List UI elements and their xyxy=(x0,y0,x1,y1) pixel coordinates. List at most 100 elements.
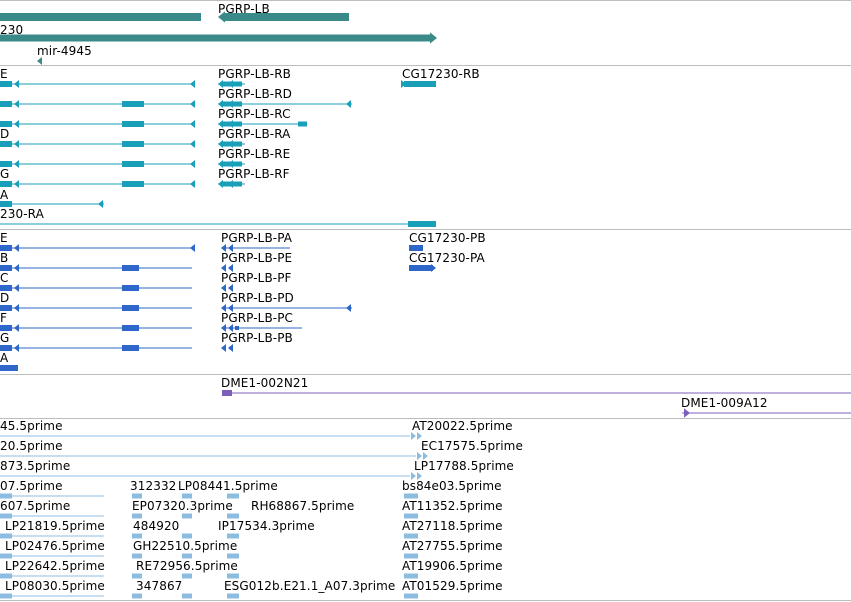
protein-block[interactable] xyxy=(235,326,239,330)
est-label[interactable]: AT19906.5prime xyxy=(402,559,503,573)
transcript-strand-arrow[interactable] xyxy=(228,160,233,168)
est-label[interactable]: AT11352.5prime xyxy=(402,499,503,513)
protein-strand-arrow[interactable] xyxy=(14,324,19,332)
est-glyph[interactable] xyxy=(404,593,418,599)
protein-block-cg17230-pa[interactable] xyxy=(409,265,433,271)
transcript-strand-arrow[interactable] xyxy=(228,140,233,148)
transcript-exon[interactable] xyxy=(0,101,12,107)
gene-label-cg17230[interactable]: 230 xyxy=(0,23,24,37)
est-label[interactable]: LP21819.5prime xyxy=(5,519,105,533)
transcript-exon[interactable] xyxy=(0,161,12,167)
protein-strand-arrow[interactable] xyxy=(221,344,226,352)
est-label[interactable]: EP07320.3prime xyxy=(132,499,233,513)
protein-strand-arrow[interactable] xyxy=(431,264,436,272)
protein-label-pgrp-lb-pa[interactable]: PGRP-LB-PA xyxy=(221,231,293,245)
est-glyph[interactable] xyxy=(227,513,239,519)
est-label[interactable]: EC17575.5prime xyxy=(421,439,523,453)
transcript-strand-arrow[interactable] xyxy=(228,180,233,188)
protein-block[interactable] xyxy=(122,265,139,271)
clone-glyph[interactable] xyxy=(684,408,690,418)
est-glyph[interactable] xyxy=(227,533,239,539)
est-label[interactable]: AT27118.5prime xyxy=(402,519,503,533)
transcript-left-label[interactable]: D xyxy=(0,127,10,141)
transcript-exon[interactable] xyxy=(122,161,144,167)
gene-strand-arrow[interactable] xyxy=(430,32,437,44)
protein-left-label[interactable]: A xyxy=(0,351,9,365)
transcript-strand-arrow[interactable] xyxy=(14,120,19,128)
est-glyph[interactable] xyxy=(227,573,239,579)
protein-block[interactable] xyxy=(0,285,12,291)
protein-strand-arrow[interactable] xyxy=(221,244,226,252)
transcript-strand-arrow[interactable] xyxy=(190,120,195,128)
protein-strand-arrow[interactable] xyxy=(14,244,19,252)
transcript-strand-arrow[interactable] xyxy=(401,80,406,88)
est-glyph[interactable] xyxy=(132,553,142,559)
protein-label-cg17230-pb[interactable]: CG17230-PB xyxy=(409,231,486,245)
est-label[interactable]: LP22642.5prime xyxy=(5,559,105,573)
transcript-label-pgrp-lb-rb[interactable]: PGRP-LB-RB xyxy=(218,67,291,81)
protein-label-pgrp-lb-pc[interactable]: PGRP-LB-PC xyxy=(221,311,294,325)
protein-left-label[interactable]: G xyxy=(0,331,10,345)
est-label[interactable]: AT01529.5prime xyxy=(402,579,503,593)
est-label[interactable]: 873.5prime xyxy=(0,459,71,473)
transcript-left-label[interactable]: G xyxy=(0,167,10,181)
transcript-exon[interactable] xyxy=(122,121,144,127)
est-label[interactable]: RH68867.5prime xyxy=(251,499,355,513)
est-glyph[interactable] xyxy=(0,513,12,519)
transcript-label-pgrp-lb-re[interactable]: PGRP-LB-RE xyxy=(218,147,291,161)
est-label[interactable]: ESG012b.E21.1_A07.3prime xyxy=(224,579,396,593)
protein-block-cg17230-pb[interactable] xyxy=(409,245,423,251)
est-glyph[interactable] xyxy=(404,513,418,519)
transcript-exon[interactable] xyxy=(298,121,307,127)
transcript-label-pgrp-lb-ra[interactable]: PGRP-LB-RA xyxy=(218,127,291,141)
est-glyph[interactable] xyxy=(404,493,418,499)
est-label[interactable]: 45.5prime xyxy=(0,419,63,433)
protein-strand-arrow[interactable] xyxy=(228,324,233,332)
est-label[interactable]: GH22510.5prime xyxy=(133,539,238,553)
transcript-exon[interactable] xyxy=(122,101,144,107)
transcript-exon[interactable] xyxy=(0,141,12,147)
protein-left-label[interactable]: E xyxy=(0,231,8,245)
est-glyph[interactable] xyxy=(182,533,192,539)
transcript-exon[interactable] xyxy=(0,181,12,187)
transcript-strand-arrow[interactable] xyxy=(190,100,195,108)
est-glyph[interactable] xyxy=(404,553,418,559)
transcript-exon[interactable] xyxy=(0,201,12,207)
clone-label-dme1-002n21[interactable]: DME1-002N21 xyxy=(221,376,309,390)
est-label[interactable]: 347867 xyxy=(136,579,183,593)
est-glyph[interactable] xyxy=(132,593,142,599)
protein-strand-arrow[interactable] xyxy=(190,244,195,252)
protein-label-pgrp-lb-pf[interactable]: PGRP-LB-PF xyxy=(221,271,292,285)
est-label[interactable]: 07.5prime xyxy=(0,479,63,493)
transcript-exon[interactable] xyxy=(0,121,12,127)
protein-strand-arrow[interactable] xyxy=(228,344,233,352)
gene-glyph-cg17230[interactable] xyxy=(0,34,430,42)
protein-strand-arrow[interactable] xyxy=(221,324,226,332)
protein-strand-arrow[interactable] xyxy=(221,304,226,312)
est-label[interactable]: AT27755.5prime xyxy=(402,539,503,553)
mirna-glyph-mir-4945[interactable] xyxy=(37,57,42,65)
protein-block[interactable] xyxy=(0,265,12,271)
transcript-left-label[interactable]: 230-RA xyxy=(0,207,44,221)
est-glyph[interactable] xyxy=(227,493,239,499)
est-label[interactable]: bs84e03.5prime xyxy=(402,479,502,493)
protein-block[interactable] xyxy=(0,345,12,351)
est-glyph[interactable] xyxy=(132,493,142,499)
est-glyph[interactable] xyxy=(0,493,12,499)
gene-label-pgrp-lb[interactable]: PGRP-LB xyxy=(218,2,270,16)
protein-block[interactable] xyxy=(122,325,139,331)
est-glyph[interactable] xyxy=(132,513,142,519)
est-label[interactable]: LP08030.5prime xyxy=(5,579,105,593)
est-glyph[interactable] xyxy=(182,593,192,599)
transcript-strand-arrow[interactable] xyxy=(218,120,223,128)
transcript-strand-arrow[interactable] xyxy=(98,200,103,208)
transcript-strand-arrow[interactable] xyxy=(14,100,19,108)
protein-block[interactable] xyxy=(122,285,139,291)
protein-strand-arrow[interactable] xyxy=(14,304,19,312)
protein-strand-arrow[interactable] xyxy=(228,304,233,312)
transcript-exon-cg17230-rb[interactable] xyxy=(404,81,436,87)
protein-block[interactable] xyxy=(0,325,12,331)
clone-label-dme1-009a12[interactable]: DME1-009A12 xyxy=(681,396,768,410)
transcript-strand-arrow[interactable] xyxy=(228,100,233,108)
est-label[interactable]: LP08441.5prime xyxy=(178,479,278,493)
